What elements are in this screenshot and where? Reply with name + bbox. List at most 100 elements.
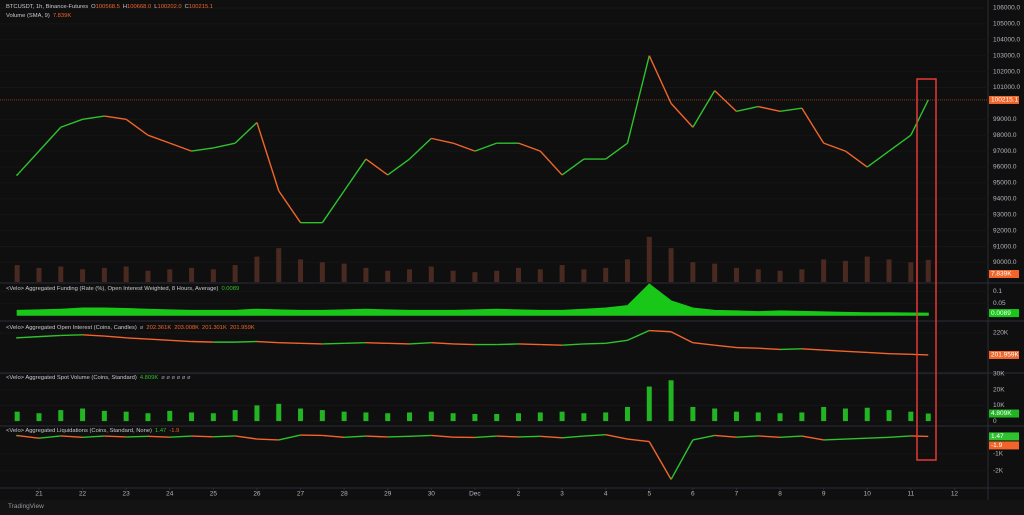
bar (428, 411, 434, 422)
y-tick-label: 102000.0 (993, 68, 1020, 75)
line-segment (213, 142, 236, 149)
line-segment (888, 134, 912, 152)
bar (537, 269, 543, 282)
legend-title: BTCUSDT, 1h, Binance-Futures (6, 4, 89, 10)
x-tick-label: 11 (907, 491, 914, 498)
bar (864, 407, 870, 422)
bar (712, 263, 718, 282)
line-segment (17, 335, 40, 339)
bar (319, 410, 325, 422)
y-tick-label: 96000.0 (993, 164, 1017, 171)
line-segment (539, 150, 563, 176)
x-tick-label: 2 (517, 491, 521, 498)
line-segment (670, 102, 694, 128)
ohlc-key: O (91, 4, 96, 10)
bar (624, 259, 630, 282)
y-tick-label: 106000.0 (993, 5, 1020, 12)
line-segment (365, 342, 388, 345)
value-badge (989, 350, 1019, 359)
line-segment (343, 158, 367, 192)
line-segment (845, 350, 868, 354)
line-segment (60, 334, 83, 337)
line-segment (561, 158, 585, 176)
line-segment (321, 190, 345, 224)
bar (646, 236, 652, 282)
line-segment (692, 342, 715, 346)
legend-title: <Velo> Aggregated Liquidations (Coins, S… (6, 428, 152, 434)
value-badge-label: -1.9 (991, 442, 1003, 449)
bar (36, 413, 42, 422)
bar (733, 411, 739, 422)
line-segment (60, 435, 83, 439)
bar (101, 267, 107, 282)
line-segment (714, 90, 737, 112)
legend-title: <Velo> Aggregated Spot Volume (Coins, St… (6, 375, 137, 381)
bar (254, 405, 260, 422)
x-tick-label: 4 (604, 491, 608, 498)
bar (668, 248, 674, 282)
line-segment (779, 107, 802, 113)
line-segment (496, 435, 519, 438)
line-segment (758, 435, 781, 439)
x-tick-label: 5 (647, 491, 651, 498)
line-segment (888, 435, 911, 439)
bar (886, 410, 892, 422)
line-segment (867, 436, 890, 439)
line-segment (191, 340, 214, 343)
value-badge-label: 1.47 (991, 433, 1004, 440)
y-tick-label: 92000.0 (993, 227, 1017, 234)
bar (385, 270, 391, 282)
line-segment (649, 329, 672, 333)
line-segment (626, 55, 650, 144)
line-segment (627, 438, 650, 443)
value-badge (989, 309, 1019, 318)
bar (603, 267, 609, 282)
legend-title: <Velo> Aggregated Open Interest (Coins, … (6, 325, 137, 331)
value-badge-label: 0.0089 (991, 310, 1011, 317)
line-segment (431, 434, 454, 438)
x-tick-label: 22 (79, 491, 87, 498)
y-tick-label: 30K (993, 371, 1005, 378)
line-segment (38, 334, 61, 338)
line-segment (126, 337, 148, 340)
ohlc-value: 100202.0 (157, 4, 182, 10)
value-badge-label: 100215.1 (991, 97, 1018, 104)
line-segment (648, 55, 672, 104)
line-segment (322, 434, 345, 439)
y-tick-label: 101000.0 (993, 84, 1020, 91)
legend-value: 4.809K (139, 375, 159, 381)
y-tick-label: -1K (993, 450, 1004, 457)
value-badge (989, 95, 1019, 104)
value-badge (989, 270, 1019, 278)
line-segment (235, 340, 257, 343)
bar (494, 414, 500, 422)
bar (755, 269, 761, 282)
bar (559, 411, 565, 422)
x-tick-label: Dec (469, 491, 481, 498)
bar (385, 413, 391, 422)
x-tick-label: 26 (253, 491, 261, 498)
x-tick-label: 3 (560, 491, 564, 498)
bar (232, 265, 238, 282)
footer-brand: TradingView (8, 503, 44, 510)
line-segment (540, 435, 563, 439)
bar (189, 412, 195, 422)
line-segment (300, 342, 323, 345)
ohlc-key: L (154, 4, 158, 10)
bar (14, 265, 20, 282)
x-tick-label: 21 (35, 491, 43, 498)
ohlc-value: 100215.1 (188, 4, 214, 10)
bar (515, 413, 521, 422)
line-segment (60, 118, 83, 128)
bar (450, 270, 456, 282)
line-segment (256, 340, 279, 344)
line-segment (605, 142, 628, 160)
bar (319, 262, 325, 282)
line-segment (344, 342, 366, 345)
legend-value: 201.301K (202, 325, 227, 331)
line-segment (823, 142, 846, 152)
line-segment (126, 435, 148, 438)
line-segment (344, 435, 366, 439)
bar (559, 265, 565, 282)
line-segment (322, 342, 345, 345)
